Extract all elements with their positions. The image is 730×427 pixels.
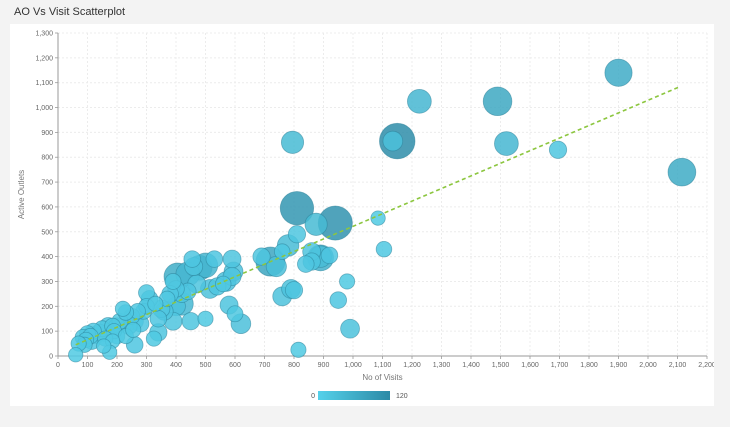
x-tick-label: 1,700 [551,362,569,369]
scatter-point [183,250,201,268]
scatter-point [304,212,328,236]
x-tick-label: 1,800 [580,362,598,369]
scatter-point [205,250,224,268]
y-tick-label: 1,300 [35,31,53,38]
scatter-point [280,130,305,154]
color-legend: 0 120 [311,391,408,400]
y-tick-label: 100 [41,329,53,336]
scatter-point [96,338,112,354]
x-tick-label: 600 [229,362,241,369]
y-axis-label: Active Outlets [17,170,26,219]
y-tick-label: 500 [41,229,53,236]
x-tick-label: 2,000 [639,362,657,369]
scatter-point [273,243,291,260]
x-tick-label: 300 [141,362,153,369]
x-tick-label: 100 [82,362,94,369]
y-tick-label: 1,100 [35,80,53,87]
x-tick-label: 1,200 [403,362,421,369]
scatter-point [145,330,162,347]
data-points [68,58,697,363]
axes: 0 100 200 300 400 500 600 700 800 900 1,000 1,100 1,… [35,31,714,370]
scatter-point [226,305,244,323]
y-tick-label: 900 [41,130,53,137]
scatter-point [339,273,356,290]
x-tick-label: 1,900 [610,362,628,369]
y-tick-label: 300 [41,279,53,286]
legend-min-label: 0 [311,393,315,400]
x-tick-label: 2,200 [698,362,714,369]
grid-lines [57,32,708,357]
scatter-point [494,131,519,156]
y-tick-label: 700 [41,180,53,187]
y-tick-label: 400 [41,254,53,261]
scatter-point [407,89,432,114]
y-tick-label: 0 [49,354,53,361]
scatter-point [68,347,84,363]
scatter-point [197,310,214,327]
x-tick-label: 800 [288,362,300,369]
scatter-point [290,341,307,358]
scatter-point [548,140,568,159]
scatter-point [340,318,360,339]
scatter-point [252,247,271,266]
x-tick-label: 0 [56,362,60,369]
x-tick-label: 1,000 [344,362,362,369]
scatter-point [287,225,307,244]
x-tick-label: 2,100 [669,362,687,369]
x-tick-label: 1,500 [492,362,510,369]
y-tick-label: 1,000 [35,105,53,112]
y-tick-label: 600 [41,204,53,211]
scatter-point [279,191,315,226]
x-tick-label: 700 [259,362,271,369]
scatter-point [181,312,200,331]
trend-line [75,85,681,346]
x-tick-label: 200 [111,362,123,369]
x-tick-label: 500 [200,362,212,369]
trend-line-path [75,85,681,346]
scatter-point [114,300,131,317]
x-tick-label: 1,100 [374,362,392,369]
scatter-point [149,309,168,328]
scatter-chart: 0 100 200 300 400 500 600 700 800 900 1,000 1,100 1,… [17,31,714,400]
scatter-point [284,281,304,300]
x-tick-label: 1,300 [433,362,451,369]
scatter-point [382,130,404,152]
scatter-point [125,321,142,338]
scatter-point [329,291,348,309]
scatter-point [667,157,697,187]
y-tick-label: 200 [41,304,53,311]
x-tick-label: 1,600 [521,362,539,369]
chart-panel: 0 100 200 300 400 500 600 700 800 900 1,000 1,100 1,… [10,24,714,406]
scatter-point [164,273,182,290]
legend-max-label: 120 [396,393,408,400]
x-axis-label: No of Visits [362,373,402,382]
x-tick-label: 900 [318,362,330,369]
chart-title: AO Vs Visit Scatterplot [14,6,126,18]
scatter-point [375,240,393,258]
scatter-point [222,249,242,269]
legend-gradient-bar [318,391,390,400]
y-tick-label: 800 [41,155,53,162]
scatter-point [320,246,339,265]
scatter-point [482,86,513,117]
x-tick-label: 1,400 [462,362,480,369]
y-tick-label: 1,200 [35,55,53,62]
scatter-point [604,58,633,87]
scatter-point [297,255,315,273]
x-tick-label: 400 [170,362,182,369]
